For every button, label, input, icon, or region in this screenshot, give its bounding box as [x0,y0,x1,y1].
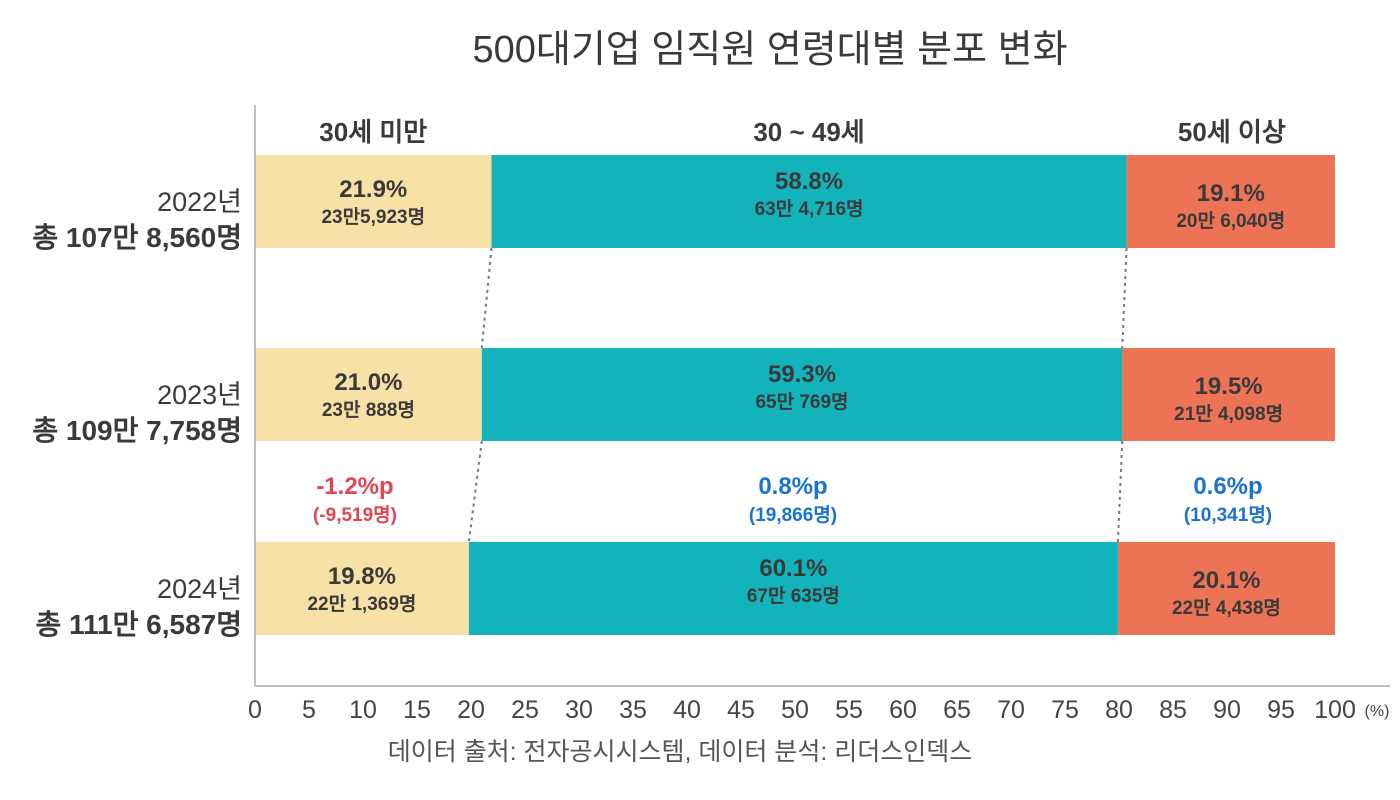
change-count-label: (10,341명) [1184,504,1272,526]
x-tick-label: 70 [997,696,1025,724]
connector-line [1121,247,1128,349]
series-header: 30 ~ 49세 [753,117,864,147]
x-tick-label: 10 [349,696,377,724]
x-tick-label: 90 [1213,696,1241,724]
count-label: 65만 769명 [755,391,848,413]
bar-segment [491,155,1127,248]
change-label: -1.2%p [316,473,393,500]
value-label: 19.8% [328,563,396,590]
chart-title: 500대기업 임직원 연령대별 분포 변화 [472,29,1067,71]
count-label: 21만 4,098명 [1174,403,1283,425]
x-tick-label: 25 [511,696,539,724]
bar-segment [1117,542,1335,635]
x-tick-label: 35 [619,696,647,724]
x-tick-label: 30 [565,696,593,724]
x-tick-label: 60 [889,696,917,724]
total-label: 총 107만 8,560명 [32,222,242,253]
x-tick-label: 40 [673,696,701,724]
change-count-label: (-9,519명) [313,504,397,526]
x-tick-label: 55 [835,696,863,724]
year-label: 2022년 [157,187,242,217]
series-header: 30세 미만 [319,117,427,147]
count-label: 63만 4,716명 [755,198,864,220]
year-label: 2024년 [157,574,242,604]
year-label: 2023년 [157,380,242,410]
value-label: 21.9% [339,176,407,203]
connector-line [1116,440,1124,543]
connector-line [480,247,493,349]
value-label: 59.3% [768,361,836,388]
count-label: 22만 1,369명 [307,593,416,615]
count-label: 67만 635명 [747,585,840,607]
x-tick-label: 0 [248,696,262,724]
total-label: 총 111만 6,587명 [35,609,242,640]
bar-segment [468,542,1118,635]
x-tick-label: 15 [403,696,431,724]
bar-segment [481,348,1123,441]
x-tick-label: 95 [1267,696,1295,724]
x-tick-label: 80 [1105,696,1133,724]
bar-segment [1122,348,1335,441]
change-label: 0.8%p [758,473,827,500]
count-label: 22만 4,438명 [1172,597,1281,619]
source-note: 데이터 출처: 전자공시시스템, 데이터 분석: 리더스인덱스 [388,738,973,766]
value-label: 19.1% [1197,180,1265,207]
count-label: 23만5,923명 [321,206,425,228]
series-header: 50세 이상 [1178,117,1286,147]
x-axis-unit: (%) [1365,703,1390,720]
bar-segment [255,155,492,248]
x-tick-label: 20 [457,696,485,724]
count-label: 23만 888명 [322,399,415,421]
connector-line [467,440,483,543]
change-count-label: (19,866명) [749,504,837,526]
value-label: 20.1% [1192,567,1260,594]
count-label: 20만 6,040명 [1176,210,1285,232]
x-tick-label: 5 [302,696,316,724]
value-label: 19.5% [1195,373,1263,400]
x-tick-label: 100 [1314,696,1356,724]
x-tick-label: 65 [943,696,971,724]
bar-segment [1126,155,1335,248]
x-tick-label: 45 [727,696,755,724]
value-label: 21.0% [334,369,402,396]
x-tick-label: 85 [1159,696,1187,724]
change-label: 0.6%p [1193,473,1262,500]
value-label: 60.1% [759,555,827,582]
bar-segment [255,348,482,441]
x-tick-label: 75 [1051,696,1079,724]
x-tick-label: 50 [781,696,809,724]
bar-segment [255,542,469,635]
value-label: 58.8% [775,168,843,195]
total-label: 총 109만 7,758명 [32,415,242,446]
